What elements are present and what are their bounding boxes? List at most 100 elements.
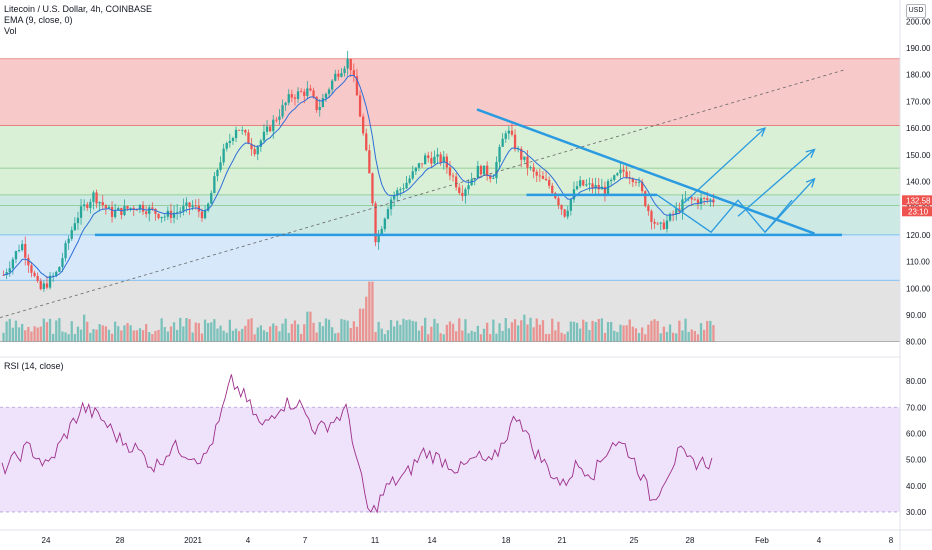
volume-bar	[448, 321, 452, 342]
candle-body	[256, 146, 259, 155]
drawing-tools[interactable]	[0, 69, 847, 319]
candle-body	[585, 184, 588, 186]
candle-body	[430, 157, 433, 164]
candle-body	[467, 185, 470, 190]
volume-bar	[430, 326, 433, 342]
volume-bar	[461, 330, 464, 342]
volume-bar	[362, 308, 365, 342]
candle-body	[70, 230, 73, 239]
volume-bar	[36, 327, 39, 342]
candle-body	[172, 212, 176, 218]
candle-body	[588, 183, 591, 185]
volume-bar	[247, 319, 250, 342]
candle-body	[507, 130, 510, 134]
candle-body	[616, 173, 619, 176]
candle-body	[55, 271, 58, 276]
candle-body	[114, 210, 117, 217]
volume-bar	[324, 318, 328, 342]
volume-bar	[569, 321, 572, 342]
volume-bar	[309, 311, 312, 342]
ema-line	[3, 74, 714, 278]
candle-body	[510, 130, 514, 135]
volume-bar	[597, 319, 600, 342]
arrow-head-2	[805, 177, 816, 188]
volume-bar	[278, 331, 281, 342]
candle-body	[594, 184, 597, 189]
volume-bar	[442, 334, 445, 342]
volume-bar	[380, 328, 383, 342]
currency-button[interactable]: USD	[906, 4, 926, 18]
candle-body	[427, 155, 430, 158]
volume-bar	[393, 326, 396, 342]
candlesticks	[2, 50, 715, 292]
volume-bar	[129, 325, 132, 342]
candle-body	[461, 192, 464, 197]
candle-body	[389, 199, 393, 210]
volume-bar	[30, 331, 33, 342]
candle-body	[265, 126, 269, 132]
volume-bar	[5, 321, 8, 342]
volume-bar	[303, 324, 306, 342]
rsi-legend[interactable]: RSI (14, close)	[4, 361, 64, 371]
volume-bar	[272, 323, 275, 342]
time-tick-label: 11	[371, 536, 380, 545]
symbol-legend[interactable]: Litecoin / U.S. Dollar, 4h, COINBASE	[4, 4, 153, 14]
volume-bar	[355, 326, 359, 342]
candle-body	[231, 138, 235, 141]
volume-bar	[275, 325, 278, 342]
volume-bar	[343, 319, 346, 342]
arrow-head-0	[756, 127, 767, 137]
ema-legend[interactable]: EMA (9, close, 0)	[4, 15, 73, 25]
volume-legend[interactable]: Vol	[4, 26, 17, 36]
volume-bar	[73, 334, 76, 342]
volume-bar	[76, 326, 80, 342]
candle-body	[709, 199, 712, 201]
candle-body	[250, 143, 253, 150]
volume-bar	[544, 333, 548, 342]
trendline-0	[476, 108, 815, 235]
volume-bar	[48, 318, 52, 342]
volume-bar	[634, 328, 638, 342]
candle-body	[318, 107, 321, 111]
candle-body	[259, 140, 262, 147]
volume-bar	[665, 331, 669, 342]
candle-body	[712, 199, 715, 203]
candle-body	[420, 163, 424, 165]
price-tick-label: 190.00	[906, 44, 931, 53]
candle-body	[331, 80, 334, 90]
volume-bar	[126, 323, 129, 342]
volume-bar	[529, 317, 532, 342]
volume-bar	[706, 320, 709, 342]
time-tick-label: 2021	[184, 536, 202, 545]
volume-bar	[383, 334, 386, 342]
price-tick-label: 140.00	[906, 178, 931, 187]
candle-body	[179, 211, 182, 212]
volume-bar	[588, 330, 591, 342]
volume-bar	[551, 318, 554, 342]
candle-body	[287, 94, 290, 103]
volume-bar	[300, 333, 303, 342]
candle-body	[486, 165, 489, 176]
volume-bar	[296, 324, 300, 342]
candle-body	[160, 216, 163, 219]
candle-body	[706, 198, 709, 201]
candle-body	[529, 167, 532, 169]
candle-body	[613, 175, 616, 180]
candle-body	[309, 88, 312, 91]
candle-body	[557, 198, 560, 206]
volume-bar	[157, 329, 160, 342]
candle-body	[476, 166, 479, 179]
volume-bar	[641, 327, 644, 342]
candle-body	[58, 266, 61, 272]
candle-body	[644, 191, 647, 206]
volume-bar	[402, 318, 405, 342]
candle-body	[86, 204, 89, 209]
candle-body	[92, 192, 95, 202]
candle-body	[17, 250, 21, 252]
candle-body	[436, 154, 439, 157]
volume-bar	[120, 330, 123, 342]
time-tick-label: 4	[246, 536, 251, 545]
volume-bar	[151, 334, 154, 342]
